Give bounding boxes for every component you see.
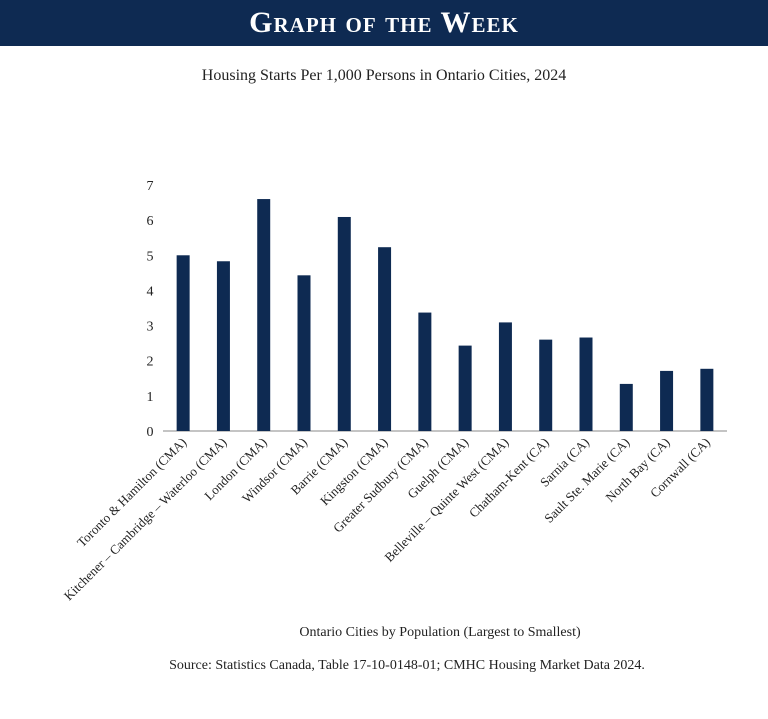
- bar: [297, 275, 311, 431]
- y-tick-label: 4: [147, 284, 154, 299]
- banner-title: Graph of the Week: [0, 0, 768, 46]
- chart: Housing Starts Per 1,000 Persons in Onta…: [61, 67, 727, 673]
- y-tick-label: 0: [147, 425, 154, 440]
- x-axis-label: Ontario Cities by Population (Largest to…: [299, 625, 581, 640]
- y-tick-label: 7: [147, 179, 154, 194]
- bar: [619, 383, 633, 431]
- y-tick-label: 5: [147, 249, 154, 264]
- bar: [257, 199, 271, 431]
- bar: [378, 247, 392, 431]
- bar: [458, 345, 472, 431]
- y-tick-label: 2: [147, 355, 154, 370]
- bar: [539, 339, 553, 431]
- y-tick-label: 3: [147, 320, 154, 335]
- y-tick-label: 6: [147, 214, 154, 229]
- source-note: Source: Statistics Canada, Table 17-10-0…: [169, 658, 645, 673]
- bar: [700, 368, 714, 431]
- bar: [337, 216, 351, 431]
- bar: [579, 337, 593, 431]
- chart-title: Housing Starts Per 1,000 Persons in Onta…: [202, 67, 566, 84]
- bar: [418, 312, 432, 431]
- bar: [498, 322, 512, 431]
- bar: [660, 370, 674, 431]
- bar: [176, 255, 190, 431]
- bar: [216, 261, 230, 431]
- y-tick-label: 1: [147, 390, 154, 405]
- x-tick-label: Kitchener – Cambridge – Waterloo (CMA): [61, 435, 230, 604]
